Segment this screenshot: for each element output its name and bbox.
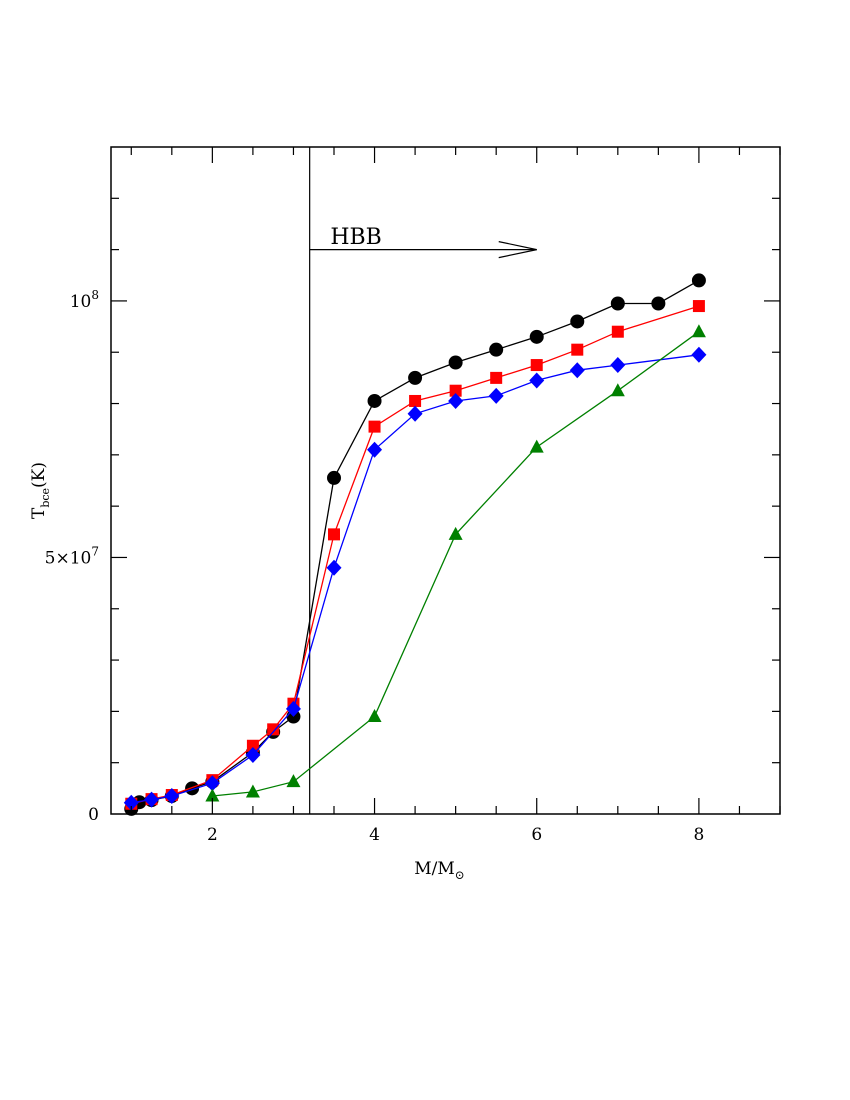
y-tick-label-base: 10 — [70, 292, 92, 312]
data-point — [326, 559, 342, 576]
data-point — [368, 420, 381, 433]
data-point — [367, 709, 382, 723]
data-point — [489, 342, 504, 357]
data-point — [691, 273, 706, 288]
y-tick-label-base: 0 — [88, 805, 99, 825]
data-point — [529, 372, 545, 389]
hbb-label: HBB — [330, 225, 382, 250]
y-tick-label-exponent: 7 — [91, 544, 99, 558]
data-point — [529, 439, 544, 453]
x-tick-label: 6 — [531, 825, 542, 845]
data-point — [367, 393, 382, 408]
data-point — [449, 384, 462, 397]
ticks — [111, 147, 781, 814]
y-axis-title-subscript: bce — [39, 488, 52, 508]
data-point — [488, 387, 504, 404]
y-axis-title-text: T — [29, 507, 49, 519]
data-point — [448, 526, 463, 540]
plot-frame — [110, 146, 781, 815]
data-point — [367, 441, 383, 458]
data-point — [569, 362, 585, 379]
data-point — [164, 788, 180, 805]
data-point — [530, 359, 543, 372]
series-line — [130, 279, 700, 810]
data-point — [327, 470, 341, 485]
data-point — [691, 324, 706, 338]
x-axis-title: M/M⊙ — [414, 859, 465, 882]
data-point — [610, 296, 625, 311]
y-axis-title-suffix: (K) — [29, 462, 49, 488]
data-point — [144, 791, 160, 808]
data-point — [245, 784, 260, 798]
data-point — [246, 739, 259, 752]
data-point — [204, 775, 220, 792]
data-point — [611, 325, 624, 338]
y-tick-label: 108 — [70, 288, 99, 312]
data-point — [490, 371, 503, 384]
series-line — [131, 305, 700, 805]
data-point — [408, 370, 423, 385]
data-point — [610, 357, 626, 374]
x-axis-title-text: M/M — [414, 859, 455, 879]
y-tick-label: 5×107 — [45, 544, 99, 568]
y-tick-label: 0 — [88, 805, 99, 825]
hbb-arrow-head — [498, 241, 537, 259]
series-circle — [124, 273, 706, 816]
data-point — [448, 355, 463, 370]
series-diamond — [123, 346, 707, 811]
data-point — [691, 346, 707, 363]
y-tick-label-base: 5×10 — [45, 548, 92, 568]
x-tick-label: 2 — [207, 825, 218, 845]
y-tick-label-exponent: 8 — [91, 288, 99, 302]
data-point — [245, 746, 261, 763]
data-point — [286, 774, 301, 788]
x-tick-label: 8 — [693, 825, 704, 845]
data-point — [185, 781, 200, 796]
x-axis-title-symbol: ⊙ — [455, 868, 465, 882]
data-point — [123, 794, 139, 811]
data-point — [285, 700, 301, 717]
data-point — [328, 528, 340, 541]
x-tick-label: 4 — [369, 825, 380, 845]
data-point — [651, 296, 666, 311]
series-line — [212, 331, 700, 797]
data-point — [610, 383, 625, 397]
data-point — [692, 300, 705, 313]
data-point — [448, 392, 464, 409]
series-line — [131, 354, 699, 804]
data-point — [571, 343, 584, 356]
data-point — [205, 788, 220, 802]
data-point — [409, 394, 422, 407]
data-point — [570, 314, 585, 329]
data-point — [267, 723, 280, 736]
series-layer — [123, 273, 707, 816]
y-axis-title: Tbce(K) — [29, 462, 52, 519]
annotation-layer: HBB — [309, 147, 537, 814]
data-point — [407, 405, 423, 422]
series-triangle — [205, 324, 706, 802]
data-point — [529, 329, 544, 344]
